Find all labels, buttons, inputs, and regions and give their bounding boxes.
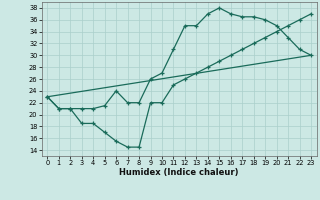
X-axis label: Humidex (Indice chaleur): Humidex (Indice chaleur) (119, 168, 239, 177)
